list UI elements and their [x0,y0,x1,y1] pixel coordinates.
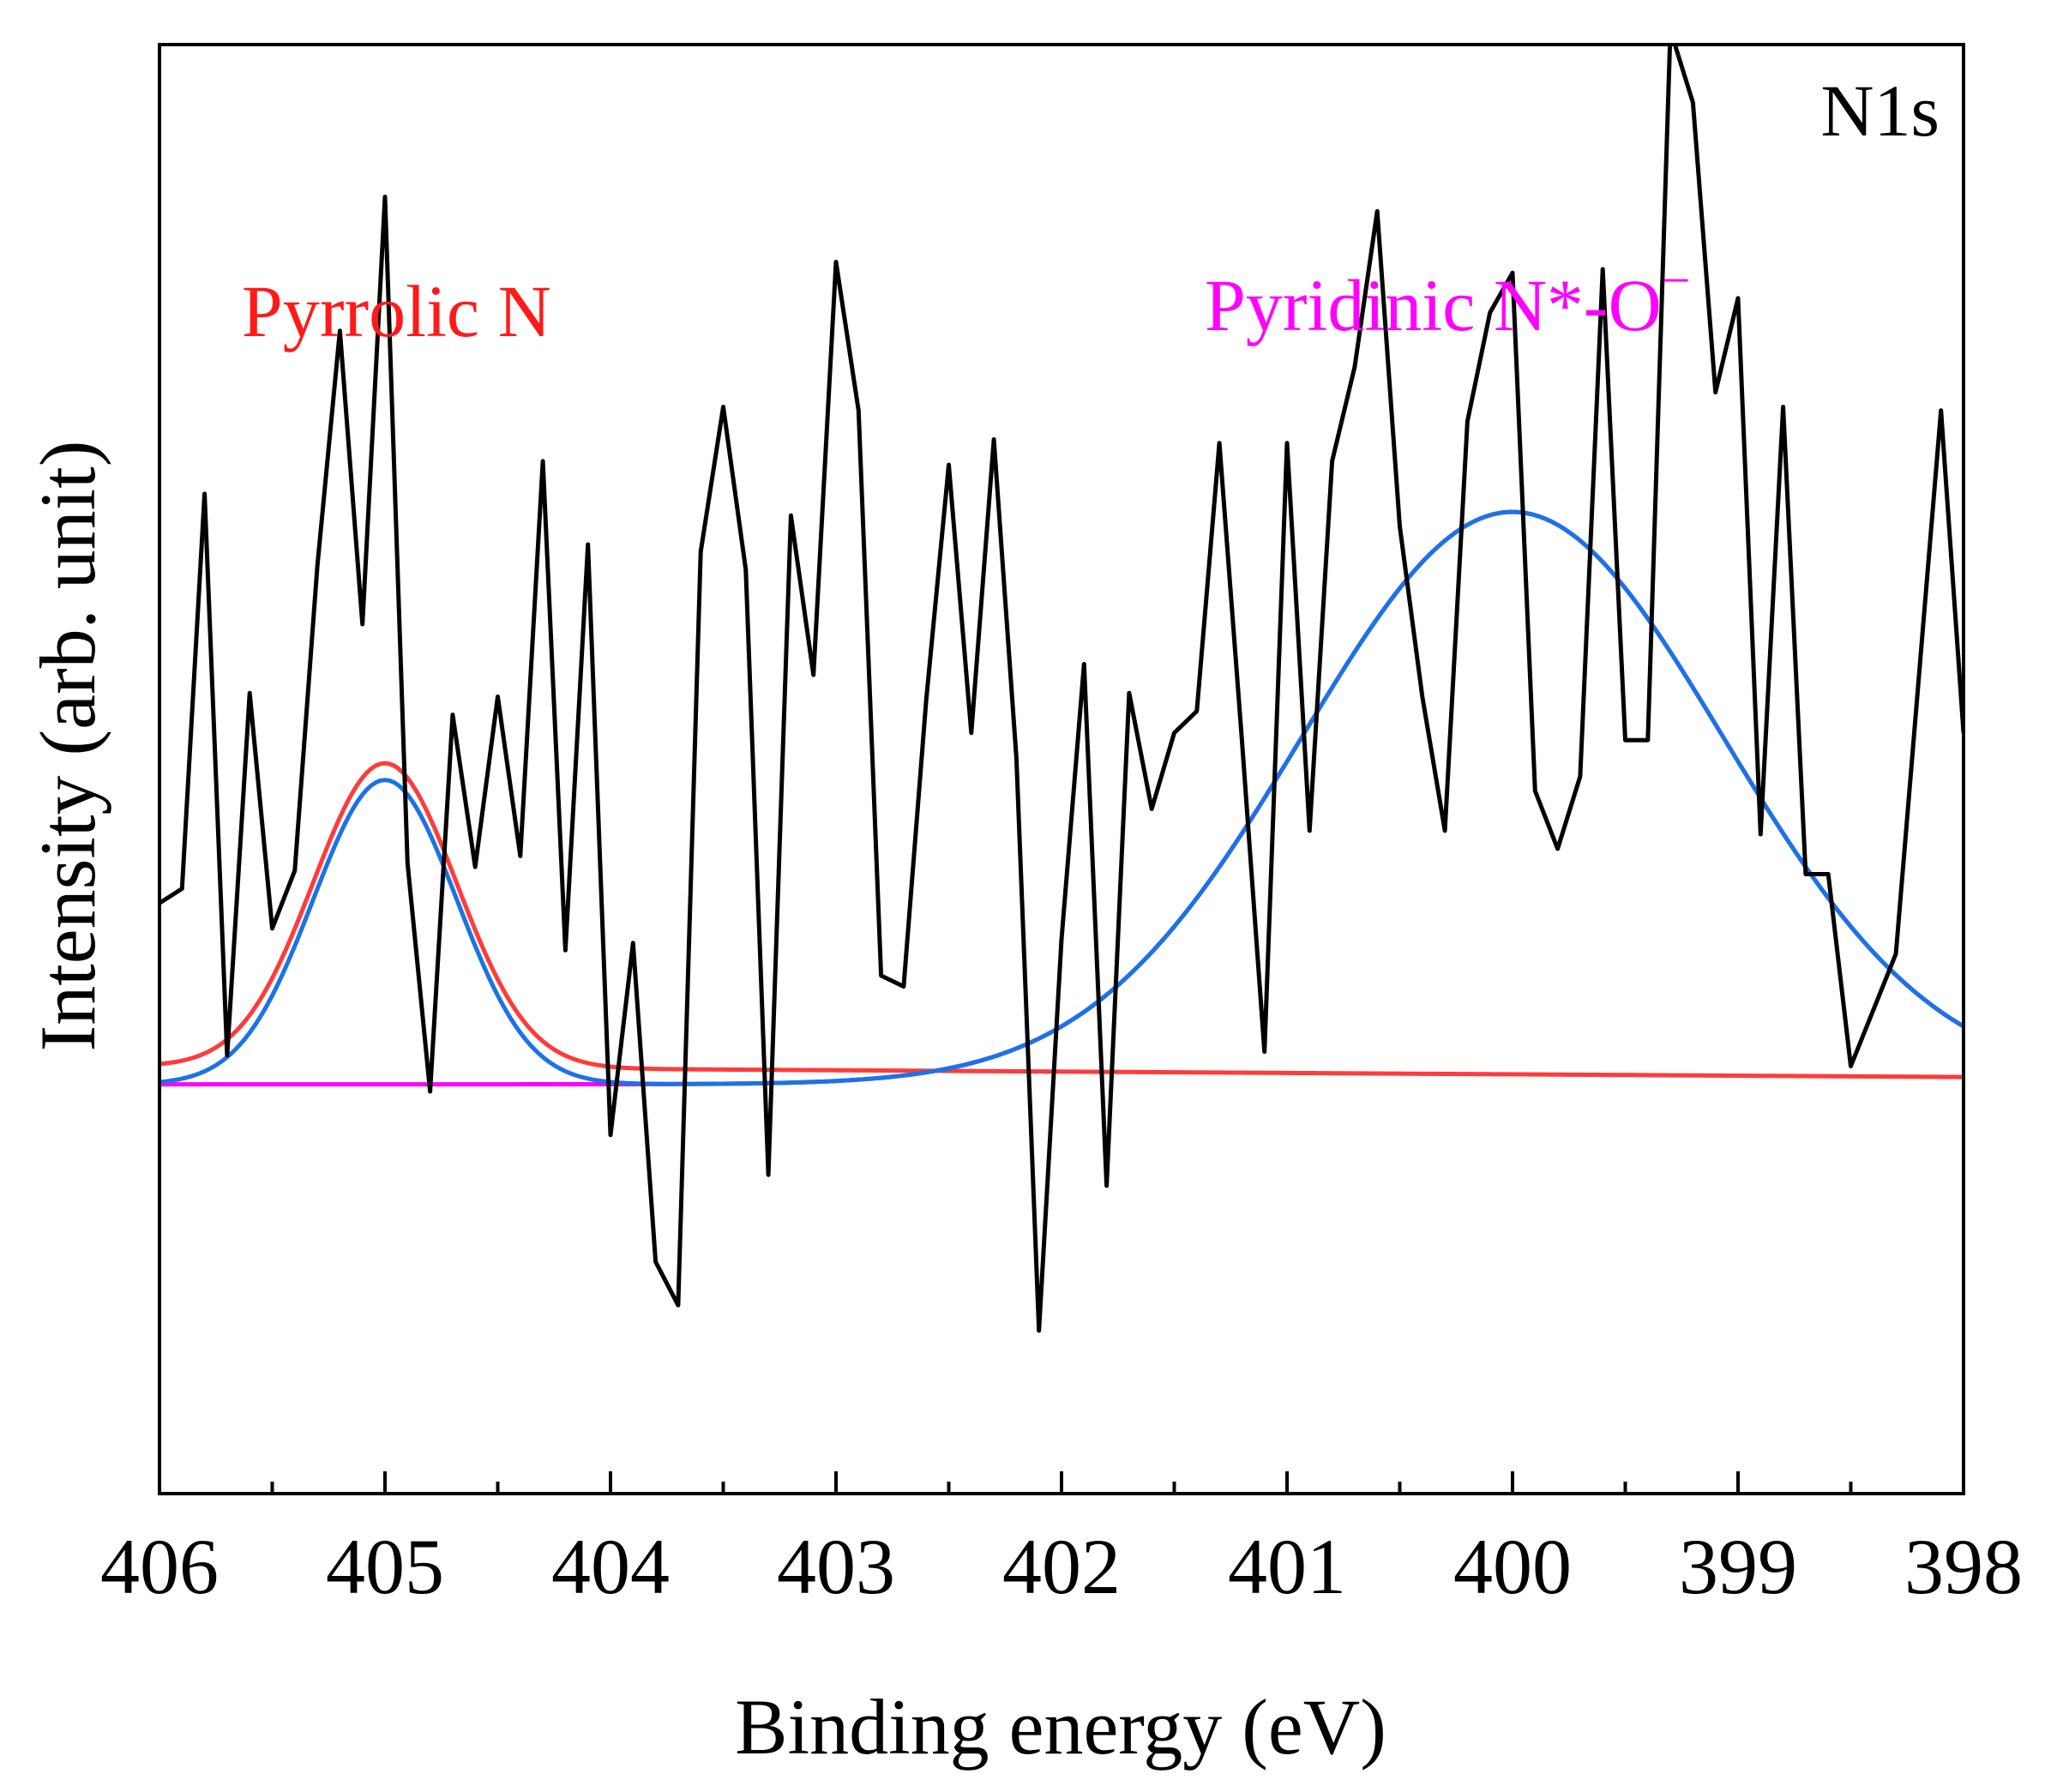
experimental-data-line [159,45,1964,1333]
x-axis-label: Binding energy (eV) [735,1683,1386,1771]
x-tick-label: 404 [551,1523,670,1610]
plot-frame [158,43,1965,1495]
x-tick-label: 398 [1904,1523,2023,1610]
x-tick-label: 402 [1002,1523,1121,1610]
pyrrolic-n-annotation: Pyrrolic N [242,270,551,352]
pyridinic-label-main: Pyridinic N*-O [1205,264,1662,346]
series-layer [159,45,1964,1333]
y-axis-label: Intensity (arb. unit) [24,441,111,1052]
x-tick-label: 401 [1228,1523,1346,1610]
x-tick-label: 403 [777,1523,895,1610]
panel-label: N1s [1820,69,1940,152]
x-axis-ticks: 406 405 404 403 402 401 400 399 398 [100,1471,2023,1610]
x-tick-label: 399 [1679,1523,1797,1610]
pyridinic-label-superscript: − [1662,252,1691,309]
x-tick-label: 400 [1453,1523,1572,1610]
pyridinic-n-o-fit-line [159,509,1964,1087]
x-tick-label: 405 [326,1523,444,1610]
pyridinic-n-o-annotation: Pyridinic N*-O− [1205,252,1691,346]
pyrrolic-n-fit-line [159,761,1964,1079]
envelope-fit-line [159,509,1964,1086]
x-tick-label: 406 [100,1523,219,1610]
